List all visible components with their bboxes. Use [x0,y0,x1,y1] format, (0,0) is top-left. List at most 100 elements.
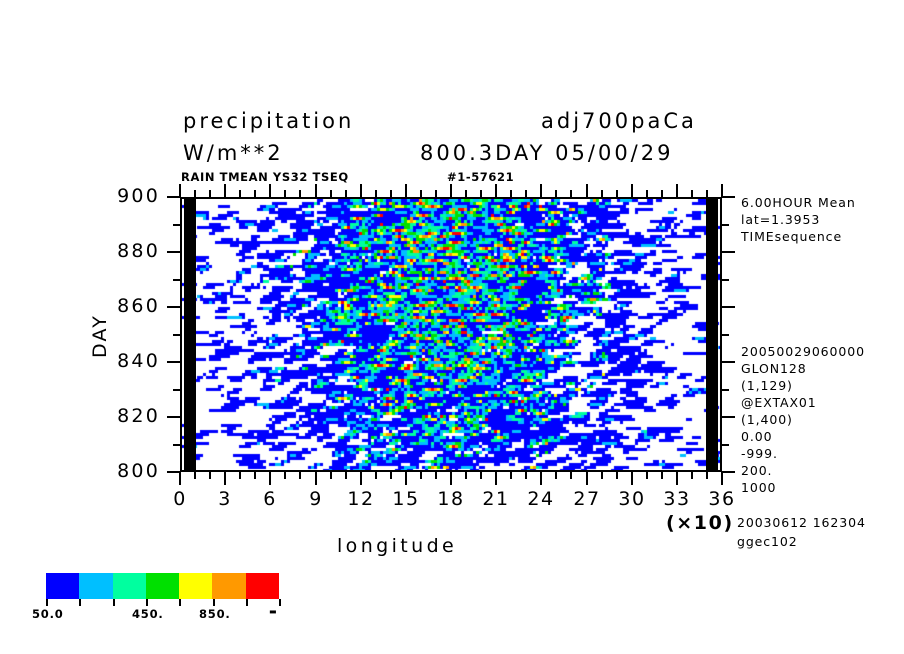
colorbar-band-4 [179,573,213,599]
x-major-tick-top [676,184,678,197]
y-tick-label: 900 [117,185,160,207]
x-tick-label: 15 [392,488,420,510]
x-minor-tick-top [510,190,512,197]
x-major-tick-top [631,184,633,197]
plot-area[interactable] [180,197,722,472]
y-tick-label: 840 [117,350,160,372]
model-label: adj700paCa [541,109,697,133]
annotation-meta-line-3: @EXTAX01 [741,395,817,410]
y-major-tick-right [722,251,735,253]
colorbar-band-6 [245,573,279,599]
x-major-tick-top [315,184,317,197]
colorbar-band-1 [79,573,113,599]
y-major-tick-right [722,416,735,418]
x-major-tick-top [540,184,542,197]
dataset-descriptor: RAIN TMEAN YS32 TSEQ [181,170,349,184]
annotation-meta-line-2: (1,129) [741,378,793,393]
annotation-stamp-line-1: ggec102 [737,534,798,549]
x-major-tick [269,472,271,485]
y-major-tick-right [722,306,735,308]
y-minor-tick [173,389,180,391]
x-major-tick [224,472,226,485]
x-minor-tick [420,472,422,479]
x-major-tick-top [586,184,588,197]
x-major-tick [540,472,542,485]
x-minor-tick [375,472,377,479]
colorbar-band-0 [46,573,80,599]
x-major-tick-top [405,184,407,197]
y-minor-tick [173,224,180,226]
y-minor-tick-right [722,334,729,336]
colorbar-label-2: 850. [199,607,231,621]
x-tick-label: 6 [263,488,277,510]
annotation-meta-line-7: 200. [741,463,773,478]
x-minor-tick-top [570,190,572,197]
y-minor-tick-right [722,444,729,446]
x-minor-tick-top [646,190,648,197]
x-minor-tick [330,472,332,479]
annotation-meta-line-5: 0.00 [741,429,773,444]
x-minor-tick-top [375,190,377,197]
y-major-tick [167,416,180,418]
x-minor-tick-top [691,190,693,197]
x-tick-label: 0 [173,488,187,510]
y-tick-label: 860 [117,295,160,317]
x-minor-tick-top [555,190,557,197]
colorbar[interactable]: 50.0 450. 850. ▬ [32,573,281,621]
colorbar-band-3 [145,573,180,599]
annotation-top-line-2: TIMEsequence [741,229,843,244]
x-minor-tick [601,472,603,479]
left-boundary-band [184,199,196,470]
x-minor-tick [646,472,648,479]
x-minor-tick-top [616,190,618,197]
x-tick-label: 12 [347,488,375,510]
x-tick-label: 21 [482,488,510,510]
x-major-tick-top [360,184,362,197]
y-major-tick-right [722,361,735,363]
chart-title-text: precipitation [183,109,355,133]
colorbar-tick-1 [79,599,81,606]
y-tick-label: 880 [117,240,160,262]
colorbar-band-2 [112,573,146,599]
annotation-meta-line-1: GLON128 [741,361,807,376]
y-major-tick-right [722,196,735,198]
x-major-tick [721,472,723,485]
colorbar-tick-6 [246,599,248,606]
y-major-tick [167,196,180,198]
x-minor-tick-top [706,190,708,197]
annotation-meta-line-8: 1000 [741,480,777,495]
x-minor-tick [480,472,482,479]
colorbar-tick-7 [279,599,281,606]
x-major-tick-top [721,184,723,197]
annotation-top-line-0: 6.00HOUR Mean [741,195,856,210]
x-minor-tick-top [330,190,332,197]
x-minor-tick [525,472,527,479]
annotation-top-line-1: lat=1.3953 [741,212,821,227]
colorbar-tick-0 [46,599,48,606]
colorbar-bands [46,573,279,599]
y-major-tick [167,251,180,253]
x-major-tick [495,472,497,485]
x-minor-tick-top [254,190,256,197]
x-minor-tick [390,472,392,479]
dataset-id: #1-57621 [447,170,515,184]
x-major-tick [179,472,181,485]
annotation-meta-line-0: 20050029060000 [741,344,865,359]
colorbar-tick-3 [146,599,148,606]
annotation-stamp-line-0: 20030612 162304 [737,515,866,530]
x-axis-title: longitude [337,535,458,557]
x-minor-tick-top [420,190,422,197]
x-major-tick-top [450,184,452,197]
x-tick-label: 9 [309,488,323,510]
y-major-tick [167,306,180,308]
x-tick-label: 27 [573,488,601,510]
x-minor-tick [570,472,572,479]
x-minor-tick [299,472,301,479]
x-minor-tick [254,472,256,479]
x-major-tick [586,472,588,485]
x-tick-label: 33 [663,488,691,510]
page-title: precipitation [183,109,354,133]
date-label: 800.3DAY 05/00/29 [420,141,673,165]
annotation-top: 6.00HOUR Mean lat=1.3953 TIMEsequence [741,194,856,245]
colorbar-tick-4 [179,599,181,606]
